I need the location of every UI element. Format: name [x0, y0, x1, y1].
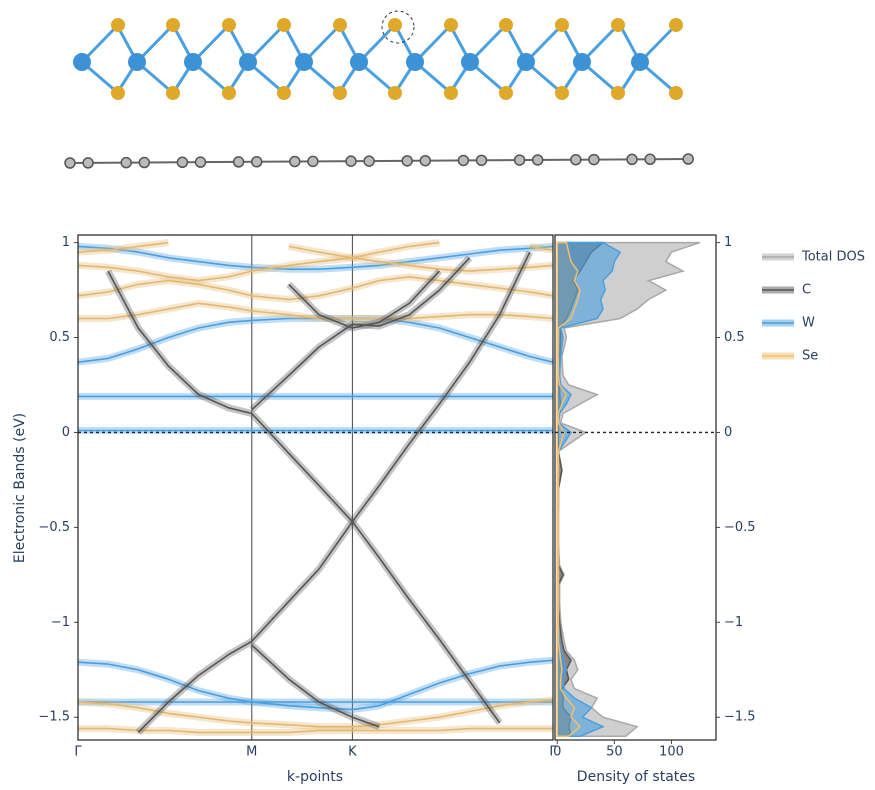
c-atom — [196, 157, 206, 167]
c-atom — [346, 156, 356, 166]
dos-axis-title: Density of states — [577, 769, 695, 785]
se-atom — [333, 86, 347, 100]
y2-tick-label: 0 — [724, 425, 732, 440]
y2-tick-label: −1.5 — [724, 710, 756, 725]
se-atom — [222, 18, 236, 32]
se-atom — [499, 18, 513, 32]
y-tick-label: 0.5 — [49, 330, 70, 345]
dos-tick-label: 50 — [606, 745, 623, 760]
figure: Electronic Bands (eV) k-points Density o… — [0, 0, 875, 790]
se-atom — [388, 18, 402, 32]
se-atom — [669, 86, 683, 100]
c-atom — [402, 156, 412, 166]
se-atom — [555, 18, 569, 32]
c-atom — [252, 157, 262, 167]
w-atom — [295, 53, 313, 71]
se-atom — [444, 18, 458, 32]
se-atom — [111, 86, 125, 100]
se-atom — [111, 18, 125, 32]
w-atom — [184, 53, 202, 71]
c-atom — [121, 158, 131, 168]
c-atom — [589, 155, 599, 165]
legend-label: Se — [802, 349, 818, 364]
legend-label: C — [802, 283, 811, 298]
band — [252, 645, 379, 727]
y-tick-label: −1 — [51, 615, 70, 630]
dos-tick-label: 0 — [553, 745, 561, 760]
c-atom — [477, 155, 487, 165]
c-atom — [683, 154, 693, 164]
w-atom — [73, 53, 91, 71]
y-tick-label: 0 — [62, 425, 70, 440]
c-atom — [364, 156, 374, 166]
x-axis-title: k-points — [287, 769, 343, 785]
x-tick-label: K — [348, 745, 357, 760]
se-atom — [444, 86, 458, 100]
w-atom — [573, 53, 591, 71]
c-atom — [571, 155, 581, 165]
y2-tick-label: 0.5 — [724, 330, 745, 345]
w-atom — [406, 53, 424, 71]
y2-tick-label: −1 — [724, 615, 743, 630]
w-atom — [631, 53, 649, 71]
c-atom — [234, 157, 244, 167]
w-atom — [350, 53, 368, 71]
c-atom — [65, 158, 75, 168]
se-atom — [277, 18, 291, 32]
c-atom — [420, 156, 430, 166]
se-atom — [499, 86, 513, 100]
se-atom — [277, 86, 291, 100]
se-atom — [166, 18, 180, 32]
y-tick-label: −1.5 — [38, 710, 70, 725]
legend-label: Total DOS — [801, 250, 865, 265]
crystal-structure — [65, 11, 693, 168]
c-atom — [533, 155, 543, 165]
c-atom — [645, 154, 655, 164]
y-tick-label: −0.5 — [38, 520, 70, 535]
w-atom — [461, 53, 479, 71]
c-atom — [458, 155, 468, 165]
se-atom — [611, 86, 625, 100]
page: {"chart_data": [ {"type": "line", "x": [… — [0, 0, 875, 790]
se-atom — [222, 86, 236, 100]
c-atom — [627, 154, 637, 164]
w-atom — [239, 53, 257, 71]
x-tick-label: M — [246, 745, 257, 760]
y2-tick-label: 1 — [724, 235, 732, 250]
y-tick-label: 1 — [62, 235, 70, 250]
se-atom — [669, 18, 683, 32]
y2-tick-label: −0.5 — [724, 520, 756, 535]
c-atom — [177, 157, 187, 167]
x-tick-label: Γ — [74, 745, 82, 760]
se-atom — [555, 86, 569, 100]
se-atom — [611, 18, 625, 32]
w-atom — [517, 53, 535, 71]
y-axis-title: Electronic Bands (eV) — [12, 413, 28, 563]
band-glow — [252, 645, 379, 727]
c-atom — [515, 155, 525, 165]
se-atom — [333, 18, 347, 32]
w-atom — [128, 53, 146, 71]
c-atom — [308, 156, 318, 166]
c-atom — [83, 158, 93, 168]
legend-label: W — [802, 316, 815, 331]
se-atom — [388, 86, 402, 100]
se-atom — [166, 86, 180, 100]
c-atom — [139, 158, 149, 168]
c-atom — [290, 157, 300, 167]
dos-tick-label: 100 — [659, 745, 684, 760]
